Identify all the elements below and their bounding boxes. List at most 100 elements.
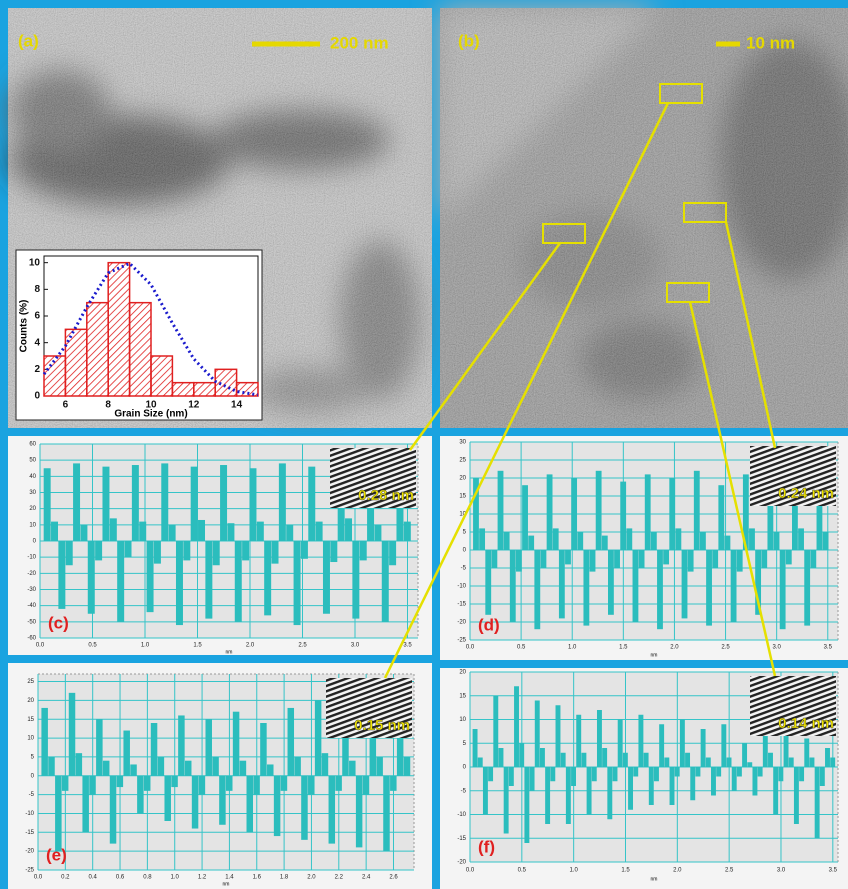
bar <box>675 528 681 550</box>
x-tick-label: 3.5 <box>403 643 412 649</box>
bar <box>583 550 589 626</box>
bar <box>132 465 139 541</box>
y-tick-label: -20 <box>27 571 36 577</box>
bar <box>205 719 211 776</box>
bar <box>73 463 80 541</box>
bar <box>205 541 212 619</box>
x-tick-label: 1.5 <box>619 645 628 651</box>
bar <box>608 550 614 615</box>
bar <box>374 525 381 541</box>
y-tick-label: 40 <box>29 474 36 480</box>
x-tick-label: 14 <box>231 400 243 411</box>
bar <box>249 468 256 541</box>
bar <box>220 465 227 541</box>
bar <box>547 474 553 550</box>
bar <box>786 550 792 564</box>
y-tick-label: -10 <box>25 811 34 817</box>
bar <box>226 776 232 791</box>
y-tick-label: 8 <box>34 284 40 295</box>
bar <box>219 776 225 825</box>
d-spacing: 0.15 nm <box>354 717 410 734</box>
bar <box>183 541 190 560</box>
bar <box>212 757 218 776</box>
x-axis-label: nm <box>651 652 658 658</box>
bar <box>742 743 747 767</box>
bar <box>191 467 198 541</box>
bar <box>154 541 161 564</box>
bar <box>242 541 249 560</box>
bar <box>151 356 172 396</box>
bar <box>51 522 58 541</box>
bar <box>488 767 493 781</box>
bar <box>66 541 73 565</box>
x-axis-label: nm <box>223 881 230 887</box>
y-axis-label: Counts (%) <box>19 300 30 353</box>
figure: (a) 200 nm (b) 10 nm 681012140246810Grai… <box>0 0 848 889</box>
x-tick-label: 6 <box>63 400 69 411</box>
y-tick-label: 4 <box>34 337 40 348</box>
bar <box>761 550 767 568</box>
bar <box>260 723 266 776</box>
bar <box>649 767 654 805</box>
bar <box>516 550 522 572</box>
x-tick-label: 0.4 <box>89 875 98 881</box>
bar <box>44 468 51 541</box>
bar <box>592 767 597 781</box>
bar <box>550 767 555 781</box>
bar <box>663 550 669 564</box>
bar <box>65 329 86 396</box>
bar <box>804 739 809 768</box>
bar <box>88 541 95 614</box>
y-tick-label: 20 <box>459 670 466 676</box>
y-tick-label: -15 <box>457 602 466 608</box>
bar <box>363 776 369 795</box>
bar <box>82 776 88 833</box>
bar <box>117 541 124 622</box>
bar <box>376 757 382 776</box>
bar <box>566 767 571 824</box>
bar <box>556 705 561 767</box>
bar <box>559 550 565 618</box>
x-tick-label: 8 <box>105 400 111 411</box>
x-tick-label: 3.5 <box>824 645 833 651</box>
bar <box>680 720 685 768</box>
bar <box>695 767 700 777</box>
bar <box>316 522 323 541</box>
bar <box>794 767 799 824</box>
bar <box>780 550 786 629</box>
bar <box>706 758 711 768</box>
bar <box>308 467 315 541</box>
panel-label: (a) <box>18 31 39 50</box>
bar <box>130 303 151 396</box>
x-tick-label: 0.5 <box>88 643 97 649</box>
y-tick-label: 2 <box>34 364 40 375</box>
y-tick-label: 20 <box>27 698 34 704</box>
bar <box>581 753 586 767</box>
bar <box>360 541 367 560</box>
bar <box>664 758 669 768</box>
bar <box>123 731 129 776</box>
y-tick-label: 30 <box>459 440 466 446</box>
bar <box>669 478 675 550</box>
bar <box>597 710 602 767</box>
y-tick-label: 10 <box>29 257 41 268</box>
bar <box>633 767 638 777</box>
bar <box>382 541 389 622</box>
bar <box>700 532 706 550</box>
bar <box>58 541 65 609</box>
bar <box>690 767 695 800</box>
bar <box>773 767 778 815</box>
bar <box>103 761 109 776</box>
bar <box>732 767 737 791</box>
bar <box>565 550 571 564</box>
bar <box>102 467 109 541</box>
bar <box>108 263 129 396</box>
x-tick-label: 2.4 <box>362 875 371 881</box>
y-tick-label: 25 <box>27 679 34 685</box>
bar <box>253 776 259 795</box>
bar <box>659 724 664 767</box>
y-tick-label: -20 <box>457 860 466 866</box>
x-tick-label: 1.8 <box>280 875 289 881</box>
x-tick-label: 0.5 <box>518 868 527 874</box>
bar <box>701 729 706 767</box>
